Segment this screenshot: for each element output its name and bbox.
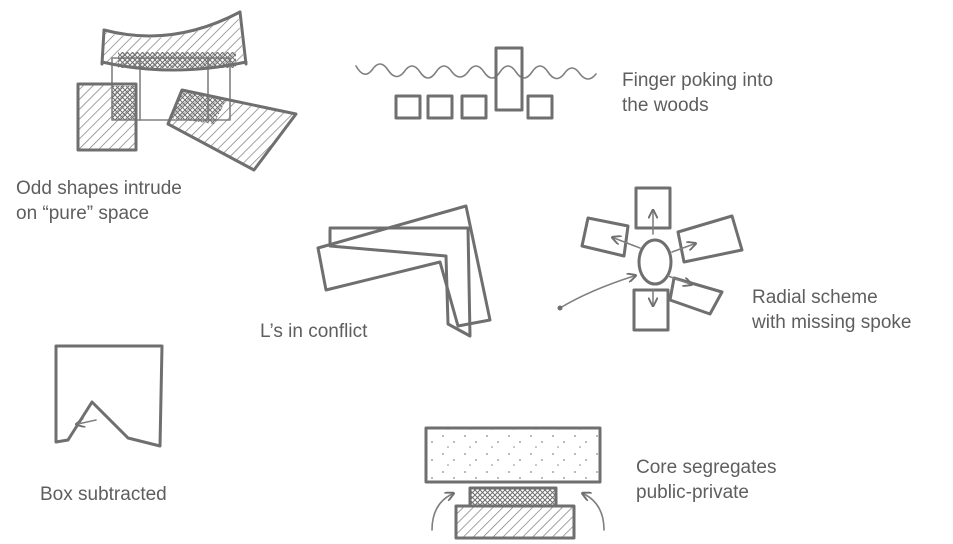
- odd-shapes-sketch: [76, 10, 298, 172]
- caption-finger: Finger poking into the woods: [622, 70, 774, 116]
- box-subtracted-sketch: [54, 344, 164, 448]
- caption-ls-conflict: L’s in conflict: [260, 321, 368, 342]
- ls-conflict-sketch: [316, 204, 492, 338]
- finger-sketch: [355, 46, 597, 120]
- radial-sketch: [557, 186, 744, 332]
- caption-box-subtracted: Box subtracted: [40, 484, 167, 505]
- caption-radial: Radial scheme with missing spoke: [752, 287, 912, 333]
- caption-core: Core segregates public-private: [636, 457, 777, 503]
- core-sketch: [424, 426, 605, 540]
- caption-odd-shapes: Odd shapes intrude on “pure” space: [16, 178, 182, 224]
